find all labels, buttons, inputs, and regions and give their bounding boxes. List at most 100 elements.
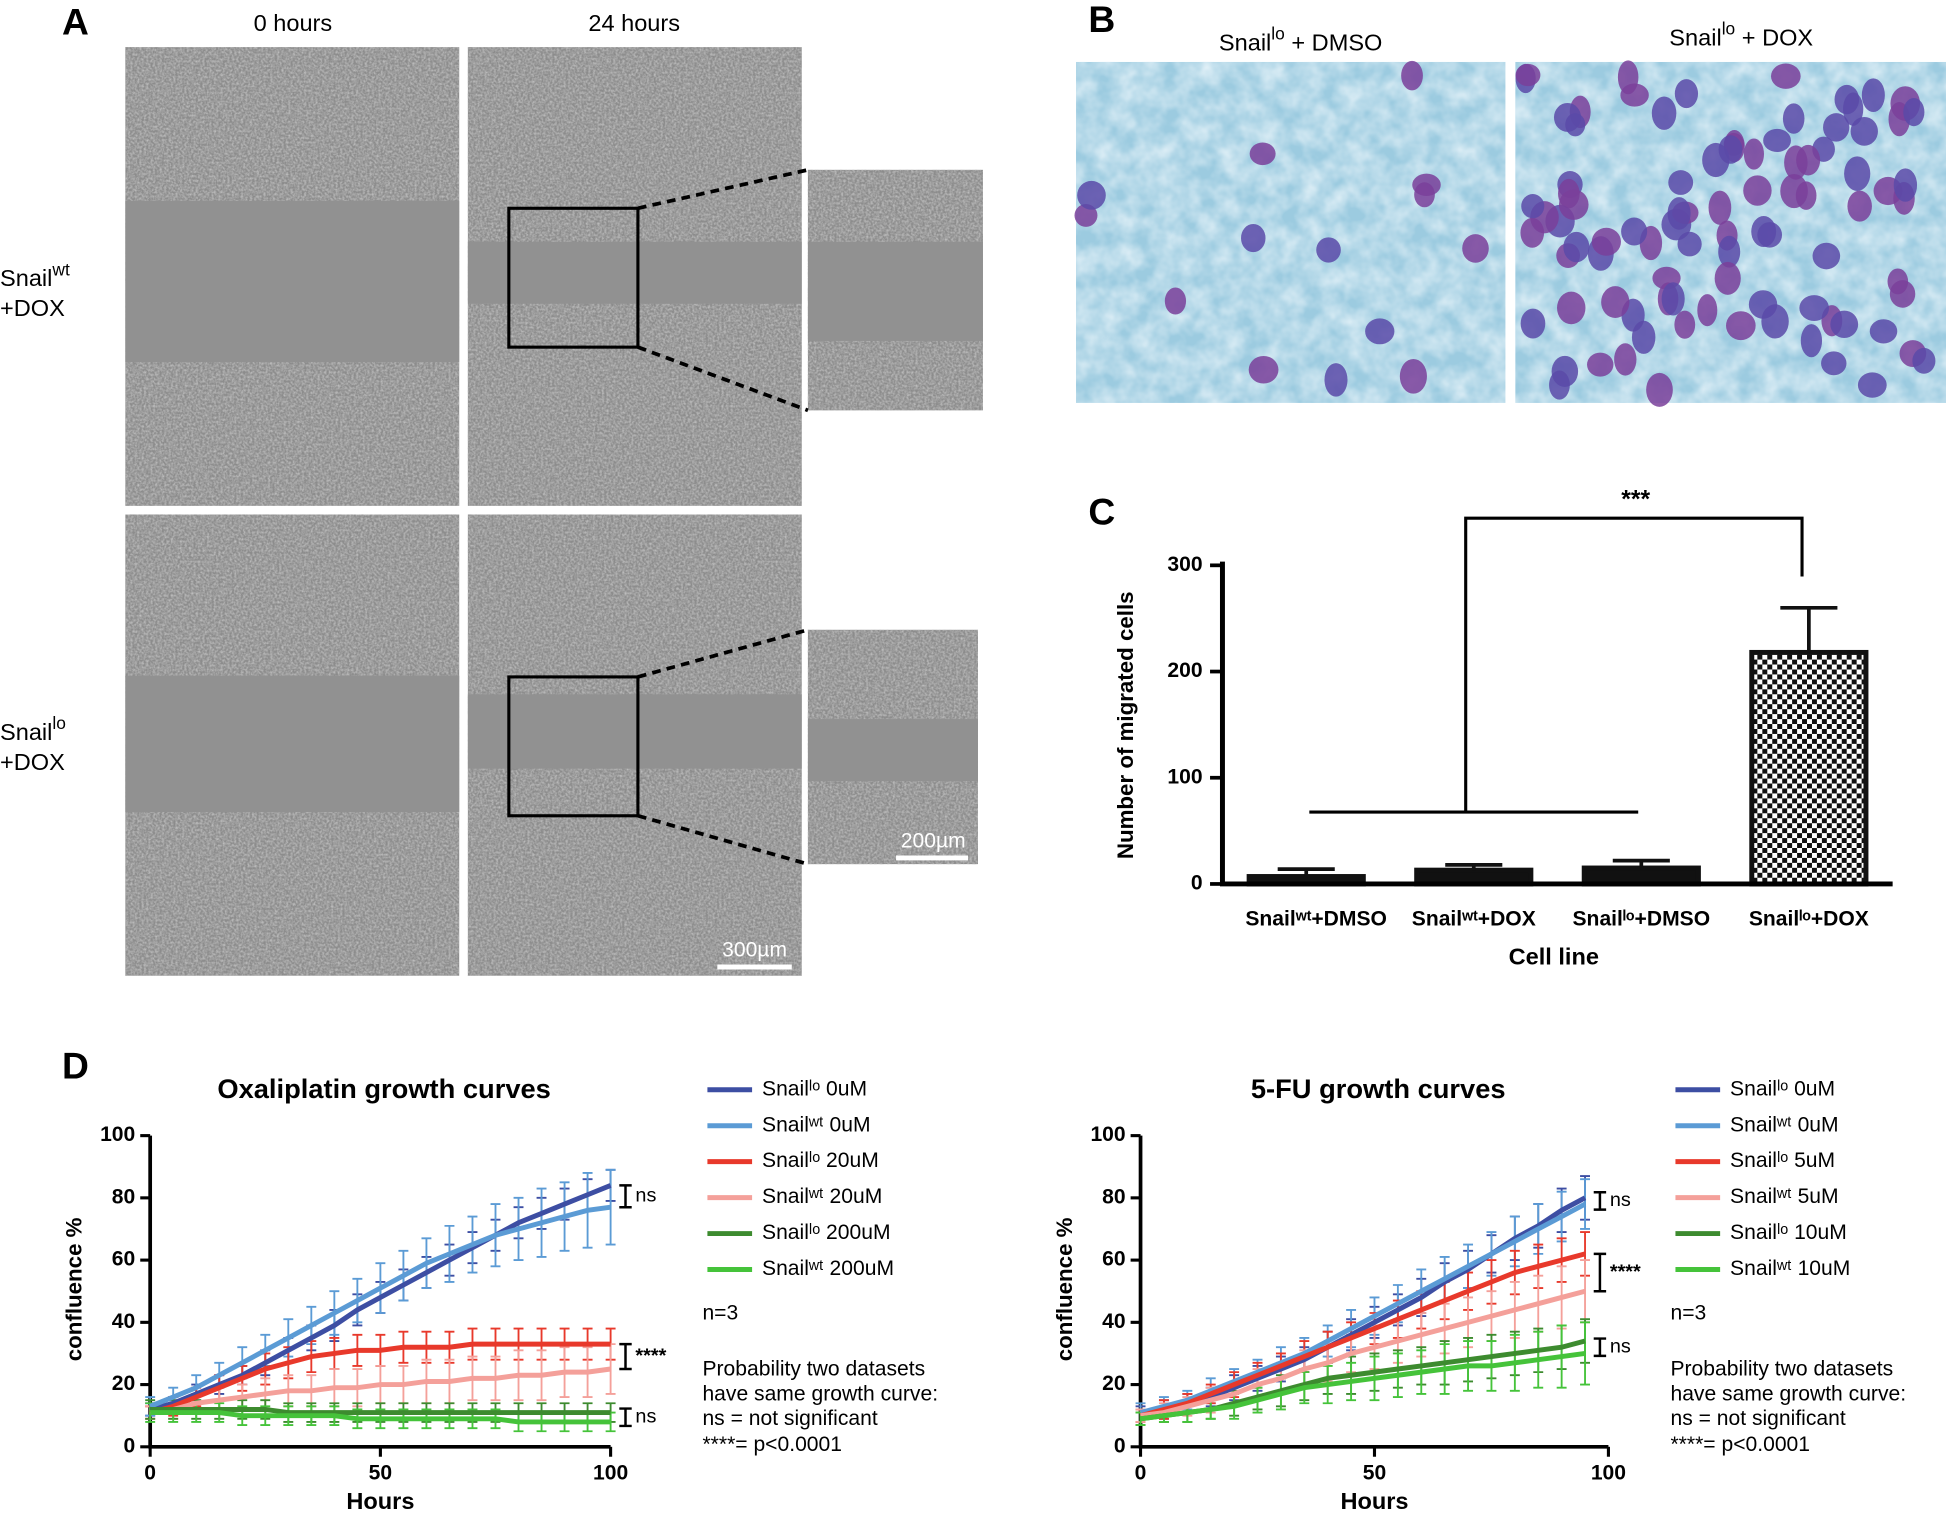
line bbox=[150, 1410, 611, 1425]
note: n=3 bbox=[702, 1302, 738, 1325]
image-title: Snaillo + DOX bbox=[1669, 18, 1813, 51]
y-axis-title: confluence % bbox=[62, 1217, 87, 1361]
line bbox=[149, 1204, 611, 1409]
nucleus bbox=[1830, 310, 1859, 338]
panel-label: C bbox=[1088, 490, 1115, 532]
line bbox=[149, 1341, 611, 1415]
nucleus bbox=[1661, 282, 1685, 316]
legend-label: Snailˡᵒ 0uM bbox=[762, 1077, 867, 1100]
nucleus bbox=[1751, 216, 1777, 248]
nucleus bbox=[1821, 351, 1847, 376]
x-tick-label: 100 bbox=[1591, 1462, 1626, 1485]
y-tick-label: 0 bbox=[124, 1434, 136, 1457]
nucleus bbox=[1869, 319, 1898, 344]
x-tick-label: 50 bbox=[369, 1462, 392, 1485]
nucleus bbox=[1718, 135, 1743, 164]
axes bbox=[1219, 561, 1893, 887]
line bbox=[1139, 1251, 1586, 1419]
nucleus bbox=[1834, 84, 1860, 115]
note: ****= p<0.0001 bbox=[702, 1433, 842, 1456]
y-tick-label: 100 bbox=[1167, 765, 1202, 788]
legend-label: Snailˡᵒ 0uM bbox=[1730, 1077, 1835, 1100]
title-sup: lo bbox=[1271, 23, 1285, 43]
significance-bracket bbox=[1593, 1191, 1607, 1211]
nucleus bbox=[1462, 234, 1489, 263]
legend-label: Snailʷᵗ 0uM bbox=[1730, 1113, 1839, 1136]
scratch-gap bbox=[807, 241, 983, 341]
note: ns = not significant bbox=[1670, 1407, 1845, 1430]
nucleus bbox=[1324, 363, 1348, 397]
x-tick-label: Snailʷᵗ+DOX bbox=[1412, 907, 1536, 930]
nucleus bbox=[1770, 63, 1801, 89]
line bbox=[149, 1366, 611, 1416]
y-axis-title: confluence % bbox=[1052, 1217, 1077, 1361]
y-tick-label: 0 bbox=[1114, 1434, 1126, 1457]
stain-images bbox=[1074, 60, 1946, 407]
legend-label: Snailʷᵗ 5uM bbox=[1730, 1185, 1839, 1208]
significance: ns bbox=[635, 1185, 656, 1207]
row-label: Snaillo bbox=[0, 713, 66, 746]
panel-label: D bbox=[62, 1045, 89, 1087]
scratch-gap bbox=[467, 694, 802, 769]
nucleus bbox=[1763, 128, 1791, 153]
nucleus bbox=[1558, 189, 1589, 220]
chart-title: 5-FU growth curves bbox=[1251, 1073, 1506, 1104]
scratch-gap bbox=[807, 719, 978, 782]
x-tick-label: 100 bbox=[593, 1462, 628, 1485]
nucleus bbox=[1248, 355, 1279, 384]
y-tick-label: 80 bbox=[1102, 1185, 1125, 1208]
y-tick-label: 0 bbox=[1191, 872, 1203, 895]
scale-bar-label: 300µm bbox=[722, 938, 787, 961]
nucleus bbox=[1796, 144, 1821, 176]
nucleus bbox=[1847, 190, 1872, 222]
nucleus bbox=[1857, 372, 1887, 398]
image-texture bbox=[1076, 61, 1506, 403]
row-label-name: Snail bbox=[0, 265, 52, 291]
microscopy-images bbox=[125, 47, 983, 976]
y-tick-label: 300 bbox=[1167, 553, 1202, 576]
nucleus bbox=[1412, 173, 1441, 197]
nucleus bbox=[1074, 203, 1098, 227]
nucleus bbox=[1591, 227, 1621, 256]
y-axis-title: Number of migrated cells bbox=[1113, 591, 1138, 859]
nucleus bbox=[1651, 96, 1677, 130]
y-tick-label: 100 bbox=[1090, 1123, 1125, 1146]
nucleus bbox=[1515, 63, 1541, 87]
error-bar bbox=[1780, 605, 1838, 653]
x-axis-title: Cell line bbox=[1509, 944, 1599, 970]
scratch-gap bbox=[125, 675, 460, 813]
nucleus bbox=[1743, 138, 1765, 170]
y-tick-label: 100 bbox=[100, 1123, 135, 1146]
significance: ns bbox=[1610, 1189, 1631, 1211]
scale-bar-label: 200µm bbox=[901, 829, 966, 852]
note: Probability two datasets bbox=[1670, 1358, 1893, 1381]
nucleus bbox=[1668, 170, 1694, 195]
axes bbox=[148, 1135, 611, 1449]
title-name: Snail bbox=[1219, 30, 1271, 56]
panel-label: B bbox=[1088, 0, 1115, 40]
column-title: 0 hours bbox=[254, 10, 333, 36]
note: Probability two datasets bbox=[702, 1358, 925, 1381]
significance-bracket bbox=[619, 1184, 632, 1209]
nucleus bbox=[1677, 231, 1702, 257]
nucleus bbox=[1164, 287, 1187, 315]
row-label: Snailwt bbox=[0, 259, 70, 292]
error-bar bbox=[1612, 858, 1670, 869]
zoom-boxes bbox=[507, 168, 809, 866]
nucleus bbox=[1674, 310, 1696, 339]
nucleus bbox=[1761, 304, 1789, 339]
nucleus bbox=[1708, 190, 1732, 225]
x-tick-label: 0 bbox=[1135, 1462, 1147, 1485]
nucleus bbox=[1893, 168, 1918, 202]
nucleus bbox=[1743, 175, 1772, 206]
nucleus bbox=[1800, 324, 1823, 358]
chart-title: Oxaliplatin growth curves bbox=[217, 1073, 551, 1104]
title-rest: + DOX bbox=[1735, 25, 1813, 51]
x-tick-label: 0 bbox=[144, 1462, 156, 1485]
nucleus bbox=[1520, 308, 1546, 339]
legend-label: Snailʷᵗ 10uM bbox=[1730, 1257, 1850, 1280]
nucleus bbox=[1714, 261, 1741, 295]
legend-label: Snailˡᵒ 20uM bbox=[762, 1149, 879, 1172]
zoom-line bbox=[637, 345, 809, 413]
x-tick-label: 50 bbox=[1363, 1462, 1386, 1485]
